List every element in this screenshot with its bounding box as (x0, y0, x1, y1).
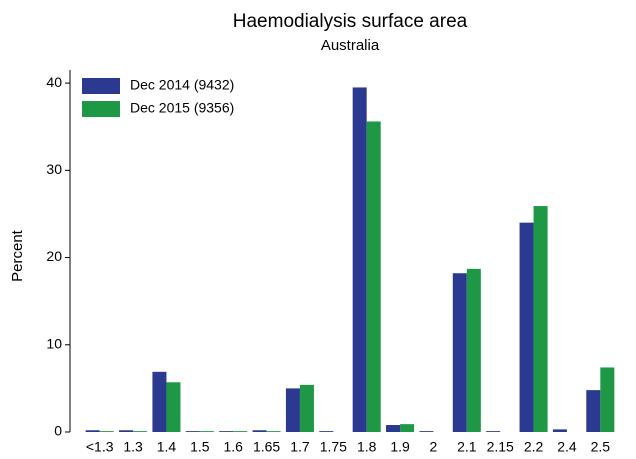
x-tick-label: 2.4 (557, 439, 577, 455)
bar (366, 121, 381, 432)
x-tick-label: 1.4 (157, 439, 177, 455)
bar (119, 430, 134, 432)
y-axis-label: Percent (9, 229, 26, 282)
bar (85, 430, 100, 432)
bar (299, 384, 314, 432)
bar (99, 431, 114, 432)
y-tick-label: 10 (46, 335, 62, 351)
bar (452, 273, 467, 432)
bar (285, 388, 300, 432)
bar (266, 431, 281, 432)
x-tick-label: 2.15 (487, 439, 514, 455)
x-tick-label: 1.3 (123, 439, 143, 455)
bar (400, 424, 415, 432)
x-tick-label: 1.65 (253, 439, 280, 455)
bar (586, 390, 601, 432)
x-tick-label: 1.7 (290, 439, 310, 455)
bar (252, 430, 267, 432)
x-tick-label: 2.2 (524, 439, 544, 455)
bar (533, 206, 548, 432)
bar (219, 431, 234, 432)
legend-label: Dec 2015 (9356) (130, 100, 234, 116)
bar (419, 431, 434, 432)
bar (519, 222, 534, 432)
x-tick-label: 2.1 (457, 439, 477, 455)
x-tick-label: 1.6 (223, 439, 243, 455)
bar (552, 429, 567, 432)
bar (486, 431, 501, 432)
bar (600, 367, 615, 432)
x-tick-label: <1.3 (86, 439, 114, 455)
legend-swatch (82, 101, 120, 117)
legend-swatch (82, 78, 120, 94)
bar (185, 431, 200, 432)
y-tick-label: 0 (54, 423, 62, 439)
bar (319, 431, 334, 432)
bar (166, 382, 181, 432)
bar (386, 425, 401, 432)
chart-title: Haemodialysis surface area (233, 11, 468, 32)
x-tick-label: 1.75 (320, 439, 347, 455)
legend-label: Dec 2014 (9432) (130, 77, 234, 93)
bar (199, 431, 214, 432)
bar (152, 371, 167, 432)
chart-subtitle: Australia (321, 37, 380, 54)
x-tick-label: 2 (430, 439, 438, 455)
y-tick-label: 20 (46, 248, 62, 264)
bar (133, 431, 148, 432)
x-tick-label: 2.5 (591, 439, 611, 455)
x-tick-label: 1.9 (390, 439, 410, 455)
y-tick-label: 30 (46, 161, 62, 177)
x-tick-label: 1.5 (190, 439, 210, 455)
x-tick-label: 1.8 (357, 439, 377, 455)
bar (233, 431, 248, 432)
bar (352, 87, 367, 432)
y-tick-label: 40 (46, 74, 62, 90)
bar (466, 268, 481, 432)
